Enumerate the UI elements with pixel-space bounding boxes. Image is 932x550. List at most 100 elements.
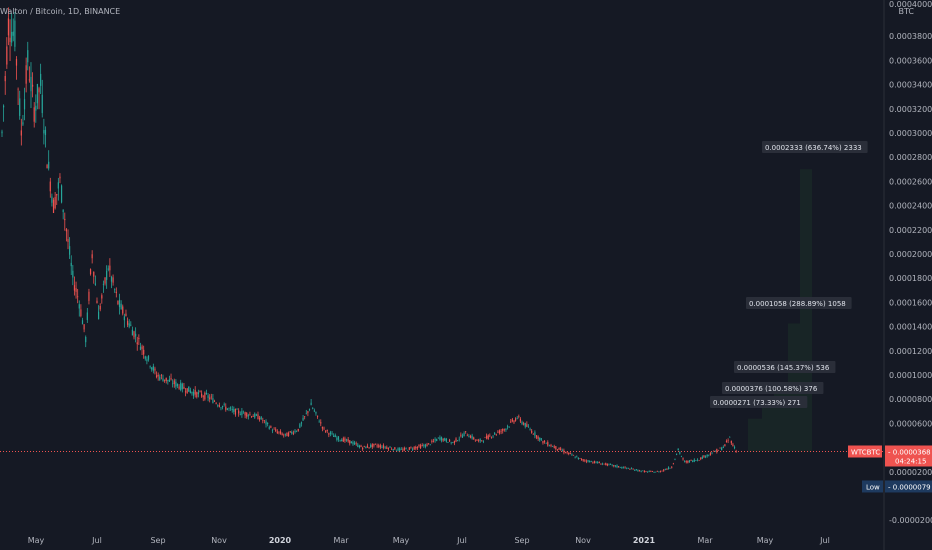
candle-body [460,434,462,436]
candle-body [614,465,617,467]
candle-body [642,470,644,472]
low-tag: Low [866,483,880,491]
candle-body [147,355,150,360]
candle-body [645,471,647,472]
candle-body [608,463,610,465]
candle-body [413,447,415,450]
x-tick-label: Mar [333,536,349,545]
candle-body [257,414,259,420]
candle-body [60,185,63,203]
candle-body [144,356,146,359]
candle-body [439,437,441,440]
candle-body [663,469,665,471]
candle-body [370,445,372,447]
candle-body [283,434,285,436]
candle-body [236,409,238,410]
candle-body [643,470,645,473]
candle-body [505,428,507,430]
candle-body [518,416,520,417]
candle-body [696,459,699,461]
candle-body [506,426,509,428]
candle-body [487,435,489,440]
candle-body [497,431,499,433]
candle-body [12,31,14,36]
candle-body [246,412,248,417]
candle-body [550,444,552,447]
candle-body [548,445,550,447]
target-label-bg [722,382,824,394]
candle-body [606,463,608,466]
candle-body [139,346,142,350]
low-value-tag-bg [885,480,932,493]
candle-body [510,421,512,423]
candle-body [25,65,27,84]
candle-body [122,306,124,314]
candle-body [484,437,486,438]
low-tag-bg [862,480,883,493]
candle-body [651,471,654,472]
candle-body [511,419,513,422]
candle-body [358,445,361,448]
candle-body [355,443,357,445]
current-price-tag-bg [885,445,932,467]
candle-body [669,467,671,469]
candle-body [57,182,59,189]
candle-body [347,439,349,442]
target-label: 0.0002333 (636.74%) 2333 [765,144,862,152]
candle-body [366,445,369,448]
target-box [748,418,762,452]
candle-body [411,449,414,450]
candle-body [722,447,724,449]
y-tick-label: 0.0002800 [889,153,932,162]
candle-body [143,349,145,355]
candle-body [131,329,134,336]
candle-body [341,439,343,442]
candle-body [320,422,322,424]
candle-body [221,405,224,408]
candle-body [263,420,266,421]
candle-body [465,431,467,432]
target-label-bg [762,141,868,153]
candle-body [368,447,370,448]
candle-body [184,391,187,393]
candle-body [407,450,409,451]
target-label-bg [734,361,836,373]
candle-body [687,460,689,463]
candle-body [48,161,50,169]
candle-body [27,50,29,63]
candle-body [249,414,251,415]
candle-body [682,458,684,460]
y-tick-label: 0.0000600 [889,419,932,428]
candle-body [619,467,621,468]
candle-body [234,408,237,415]
x-tick-label: Nov [211,536,227,545]
candle-body [247,415,249,417]
candle-body [621,466,623,468]
candle-body [466,435,468,437]
x-tick-label: Jul [91,536,102,545]
candle-body [431,440,433,442]
candle-body [601,463,604,465]
candle-body [476,439,478,441]
candle-body [708,454,710,456]
candle-body [207,395,209,398]
candle-body [701,456,703,459]
candle-body [307,411,309,413]
candle-body [468,436,470,438]
candle-body [581,459,583,461]
candle-body [568,452,570,454]
candle-body [729,436,731,438]
candle-body [725,440,728,443]
candle-body [284,433,286,435]
y-tick-label: 0.0001400 [889,323,932,332]
y-tick-label: 0.0001800 [889,274,932,283]
candle-body [672,463,674,465]
candle-body [553,446,555,448]
candle-body [244,412,246,416]
candle-body [382,445,385,448]
candle-body [17,88,19,90]
candle-body [716,449,718,453]
candle-body [661,470,663,472]
candle-body [321,426,323,429]
